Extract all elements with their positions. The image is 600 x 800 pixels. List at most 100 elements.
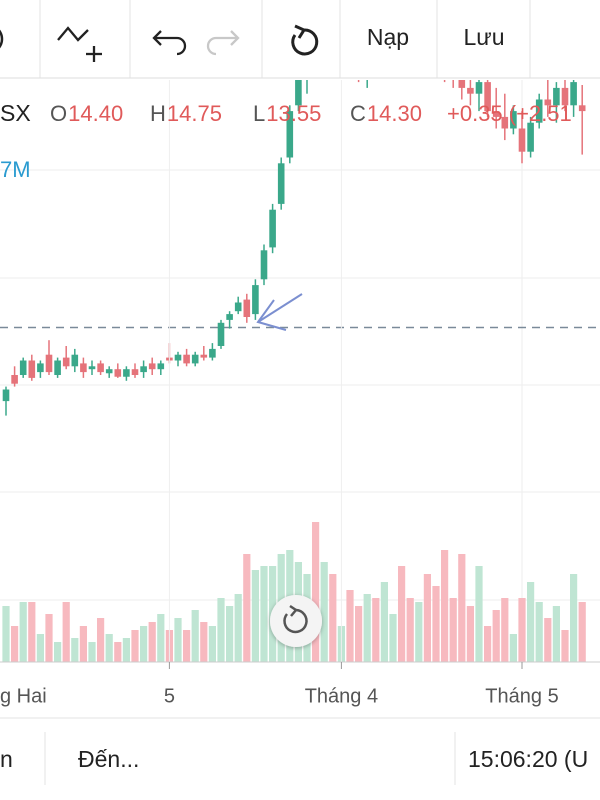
volume-bar: [19, 602, 27, 662]
candle-body: [492, 111, 500, 117]
undo-button[interactable]: [152, 30, 187, 56]
volume-bar: [329, 574, 337, 662]
candle-body: [217, 322, 225, 346]
volume-bar: [346, 590, 354, 662]
candle-body: [80, 363, 87, 373]
volume-bar: [415, 602, 423, 662]
volume-bar: [200, 622, 208, 662]
volume-bar: [544, 618, 552, 662]
volume-bar: [191, 610, 199, 662]
volume-bar: [234, 594, 242, 662]
candle-body: [148, 363, 156, 370]
candle-body: [28, 360, 36, 378]
candle-body: [131, 369, 139, 375]
change: +0.35 (+2.51: [447, 101, 572, 126]
candle-body: [535, 99, 543, 123]
candle-body: [501, 116, 509, 129]
volume-bar: [260, 566, 268, 662]
grid: [0, 169, 600, 601]
volume-bar: [174, 618, 182, 662]
reset-button[interactable]: [270, 595, 322, 647]
clock: 15:06:20 (U: [468, 746, 588, 772]
volume-bar: [570, 574, 578, 662]
candle-body: [226, 314, 233, 320]
candle-body: [260, 250, 268, 280]
candle-body: [54, 360, 61, 375]
volume-bar: [62, 602, 70, 662]
legend-key: C: [350, 101, 366, 126]
refresh-button[interactable]: [291, 24, 319, 56]
volume-bar: [578, 602, 586, 662]
candle-body: [11, 375, 18, 384]
candle-body: [277, 163, 285, 204]
legend-key: L: [253, 101, 265, 126]
volume-bar: [492, 610, 500, 662]
volume-bar: [320, 562, 328, 662]
volume-bar: [11, 626, 19, 662]
volume-bar: [208, 626, 216, 662]
legend-value: 14.40: [68, 101, 123, 126]
plot: [0, 80, 600, 662]
candle-body: [234, 302, 242, 312]
volume-bar: [97, 618, 105, 662]
load-button[interactable]: Nạp: [367, 24, 409, 50]
candle-body: [467, 87, 474, 94]
volume-bar: [45, 614, 53, 662]
volume-bar: [535, 602, 543, 662]
legend: O 14.40 H 14.75 L 13.55 C 14.30: [50, 101, 422, 126]
volume-bar: [363, 594, 371, 662]
save-button[interactable]: Lưu: [464, 24, 505, 50]
x-tick-label: 5: [164, 685, 175, 707]
symbol: SX: [0, 100, 31, 126]
volume-bar: [2, 606, 10, 662]
volume-bar: [561, 630, 569, 662]
volume-bar: [552, 606, 560, 662]
candle-body: [140, 366, 147, 373]
volume-label: 7M: [0, 157, 31, 182]
legend-value: 14.30: [367, 101, 422, 126]
candle-body: [475, 82, 483, 94]
redo-button[interactable]: [206, 30, 240, 56]
volume-bar: [114, 642, 122, 662]
candle-body: [174, 354, 182, 361]
x-tick-label: Tháng 5: [485, 685, 558, 707]
volume-bar: [54, 642, 62, 662]
icon[interactable]: [0, 28, 4, 50]
candle-body: [209, 348, 216, 358]
legend-value: 14.75: [167, 101, 222, 126]
candle-body: [252, 285, 259, 315]
candle-body: [553, 87, 560, 106]
candle-body: [510, 111, 517, 129]
toolbar: Nạp Lưu: [0, 0, 600, 79]
volume-bar: [140, 626, 148, 662]
bottom-bar: n Đến... 15:06:20 (U: [0, 717, 600, 785]
volume-bar: [441, 550, 449, 662]
range-button[interactable]: n: [0, 746, 13, 772]
x-axis-ticks: 5 Tháng 4 Tháng 5: [164, 662, 559, 707]
candle-body: [97, 363, 104, 373]
goto-button[interactable]: Đến...: [78, 746, 139, 772]
volume-bar: [157, 614, 165, 662]
candle-body: [295, 80, 302, 106]
volume-bar: [312, 522, 320, 662]
volume-bar: [105, 634, 113, 662]
legend-key: H: [150, 101, 166, 126]
candle-body: [157, 363, 165, 370]
candle-body: [527, 122, 534, 152]
volume-bar: [518, 598, 526, 662]
volume-bar: [243, 554, 251, 662]
volume-bar: [36, 634, 44, 662]
candle-body: [123, 369, 130, 377]
candle-body: [37, 363, 44, 373]
volume-bar: [449, 598, 457, 662]
legend-key: O: [50, 101, 67, 126]
candle-body: [183, 354, 190, 364]
volume-bar: [398, 566, 406, 662]
volume-bar: [475, 566, 483, 662]
indicator-button[interactable]: [57, 26, 102, 62]
candle-body: [243, 299, 251, 317]
volume-bar: [183, 630, 191, 662]
volume-bar: [380, 582, 388, 662]
candle-body: [544, 99, 552, 106]
